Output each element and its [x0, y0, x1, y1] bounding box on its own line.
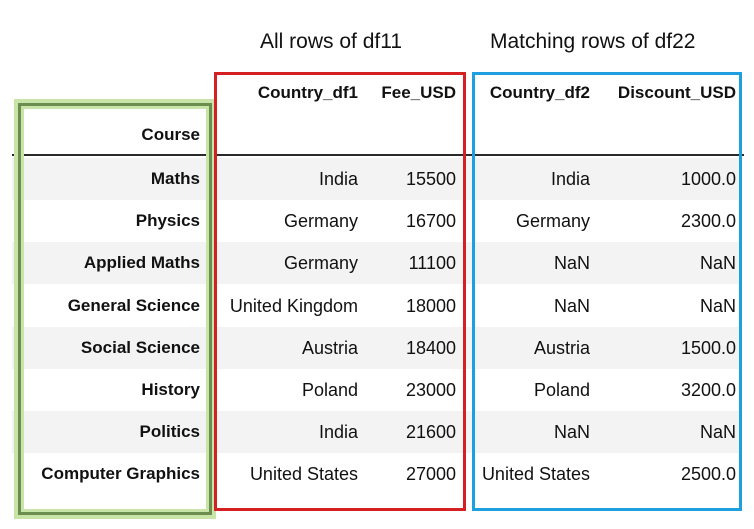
header-country-df1: Country_df1 [257, 83, 358, 102]
cell-course: History [141, 380, 200, 399]
header-country-df2: Country_df2 [489, 83, 590, 102]
cell-country-df2: Poland [533, 380, 590, 400]
cell-country-df2: NaN [553, 253, 590, 274]
cell-country-df1: Austria [301, 337, 358, 358]
cell-course: General Science [67, 295, 200, 315]
cell-fee-usd: 15500 [405, 169, 456, 189]
cell-course: Politics [139, 422, 200, 442]
cell-country-df2: Germany [515, 211, 590, 232]
cell-country-df1: United Kingdom [229, 295, 358, 316]
cell-country-df1: Germany [283, 253, 358, 274]
caption-all-rows-df11: All rows of df11 [260, 30, 403, 53]
cell-discount-usd: NaN [699, 253, 736, 274]
cell-discount-usd: NaN [699, 295, 736, 316]
cell-discount-usd: NaN [699, 422, 736, 443]
row-stripe [12, 326, 742, 369]
cell-course: Physics [135, 211, 200, 231]
cell-fee-usd: 27000 [405, 464, 456, 485]
cell-discount-usd: 3200.0 [680, 380, 736, 400]
cell-discount-usd: 2500.0 [680, 464, 736, 485]
cell-course: Maths [150, 169, 200, 188]
row-stripe [12, 411, 742, 454]
cell-discount-usd: 1500.0 [680, 337, 736, 358]
cell-fee-usd: 21600 [405, 422, 456, 443]
caption-matching-rows-df22: Matching rows of df22 [490, 30, 696, 53]
cell-fee-usd: 23000 [405, 380, 456, 400]
cell-fee-usd: 18400 [405, 337, 456, 358]
header-discount-usd: Discount_USD [617, 83, 736, 102]
row-stripe [12, 158, 742, 200]
cell-country-df1: Germany [283, 211, 358, 232]
cell-discount-usd: 2300.0 [680, 211, 736, 232]
cell-course: Computer Graphics [41, 464, 200, 484]
cell-country-df2: Austria [533, 337, 590, 358]
row-stripe [12, 242, 742, 285]
cell-country-df2: NaN [553, 422, 590, 443]
cell-country-df2: NaN [553, 295, 590, 316]
cell-country-df2: India [550, 169, 590, 189]
cell-fee-usd: 16700 [405, 211, 456, 232]
cell-country-df1: Poland [301, 380, 358, 400]
cell-country-df1: India [318, 422, 358, 443]
header-divider [12, 154, 744, 156]
cell-fee-usd: 11100 [408, 253, 456, 274]
cell-course: Applied Maths [83, 253, 200, 273]
cell-discount-usd: 1000.0 [680, 169, 736, 189]
cell-course: Social Science [80, 337, 200, 357]
cell-country-df2: United States [481, 464, 590, 485]
cell-country-df1: India [318, 169, 358, 189]
header-course: Course [141, 125, 200, 144]
header-fee-usd: Fee_USD [381, 83, 456, 102]
cell-country-df1: United States [249, 464, 358, 485]
cell-fee-usd: 18000 [405, 295, 456, 316]
